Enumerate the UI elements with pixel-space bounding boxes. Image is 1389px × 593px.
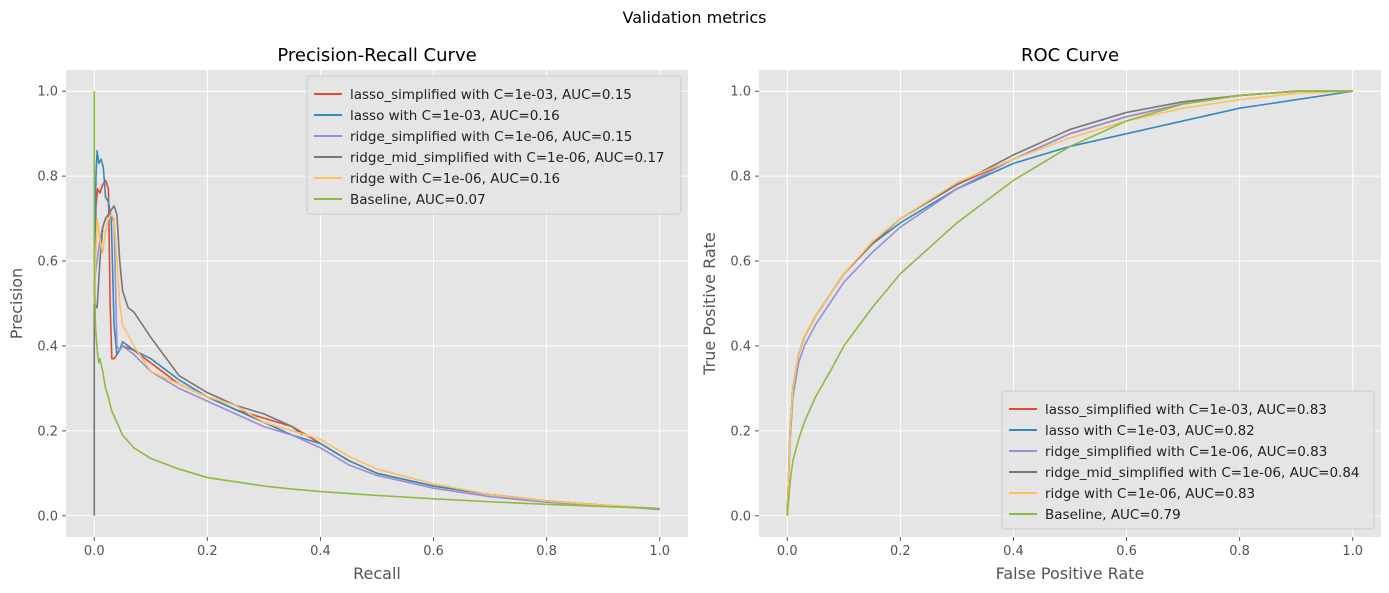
y-tick-label: 0.8: [37, 170, 58, 185]
legend: lasso_simplified with C=1e-03, AUC=0.15 l…: [306, 75, 682, 215]
series-line-5: [93, 213, 660, 510]
x-tick-label: 0.2: [197, 544, 218, 559]
y-tick-label: 0.2: [730, 424, 751, 439]
x-tick-label: 0.8: [1229, 544, 1250, 559]
x-tick-label: 0.6: [423, 544, 444, 559]
y-tick-label: 0.6: [730, 255, 751, 270]
legend-label-1: lasso_simplified with C=1e-03, AUC=0.15: [350, 87, 632, 103]
series-line-4: [93, 205, 303, 516]
chart-panel-1: 0.0 0.2 0.4 0.6 0.8 1.0 0.0 0.2 0.4 0.6 0.8 1.0 Prec…: [7, 45, 688, 583]
legend-box: [306, 75, 682, 215]
y-tick-label: 0.4: [730, 339, 751, 354]
series-line-2: [93, 149, 660, 511]
y-tick-label: 0.0: [730, 509, 751, 524]
x-tick-label: 0.4: [310, 544, 331, 559]
series-line-6: [786, 90, 1353, 516]
chart-panel-2: 0.0 0.2 0.4 0.6 0.8 1.0 0.0 0.2 0.4 0.6 0.8 1.0 ROC …: [700, 45, 1381, 583]
y-tick-label: 0.8: [730, 170, 751, 185]
y-axis-label: Precision: [7, 268, 26, 339]
series-line-6: [93, 91, 660, 510]
y-tick-label: 1.0: [37, 85, 58, 100]
y-tick-label: 0.2: [37, 424, 58, 439]
legend-label-5: ridge with C=1e-06, AUC=0.83: [1045, 486, 1255, 502]
series-lines: [786, 90, 1353, 516]
x-tick-label: 0.6: [1116, 544, 1137, 559]
x-tick-label: 0.2: [890, 544, 911, 559]
legend-box: [1001, 390, 1375, 530]
chart-title: Precision-Recall Curve: [277, 45, 476, 66]
y-tick-label: 0.6: [37, 255, 58, 270]
y-axis-label: True Positive Rate: [700, 232, 719, 376]
legend: lasso_simplified with C=1e-03, AUC=0.83 l…: [1001, 390, 1375, 530]
x-tick-label: 1.0: [1342, 544, 1363, 559]
y-tick-label: 0.4: [37, 339, 58, 354]
series-lines: [93, 91, 660, 516]
legend-label-5: ridge with C=1e-06, AUC=0.16: [350, 171, 560, 187]
legend-label-4: ridge_mid_simplified with C=1e-06, AUC=0…: [1045, 465, 1360, 481]
figure-title: Validation metrics: [622, 8, 767, 27]
x-tick-label: 0.8: [536, 544, 557, 559]
x-tick-label: 0.0: [84, 544, 105, 559]
legend-label-3: ridge_simplified with C=1e-06, AUC=0.83: [1045, 444, 1327, 460]
legend-label-2: lasso with C=1e-03, AUC=0.16: [350, 108, 560, 124]
legend-label-6: Baseline, AUC=0.79: [1045, 507, 1181, 523]
legend-label-2: lasso with C=1e-03, AUC=0.82: [1045, 423, 1255, 439]
x-tick-label: 0.4: [1003, 544, 1024, 559]
series-line-5: [786, 90, 1353, 516]
legend-label-6: Baseline, AUC=0.07: [350, 192, 486, 208]
x-axis-label: Recall: [353, 564, 401, 583]
chart-title: ROC Curve: [1021, 45, 1119, 66]
x-tick-label: 0.0: [777, 544, 798, 559]
legend-label-3: ridge_simplified with C=1e-06, AUC=0.15: [350, 129, 632, 145]
y-tick-label: 0.0: [37, 509, 58, 524]
legend-label-4: ridge_mid_simplified with C=1e-06, AUC=0…: [350, 150, 665, 166]
legend-label-1: lasso_simplified with C=1e-03, AUC=0.83: [1045, 402, 1327, 418]
x-tick-label: 1.0: [649, 544, 670, 559]
x-axis-label: False Positive Rate: [996, 564, 1145, 583]
y-tick-label: 1.0: [730, 85, 751, 100]
